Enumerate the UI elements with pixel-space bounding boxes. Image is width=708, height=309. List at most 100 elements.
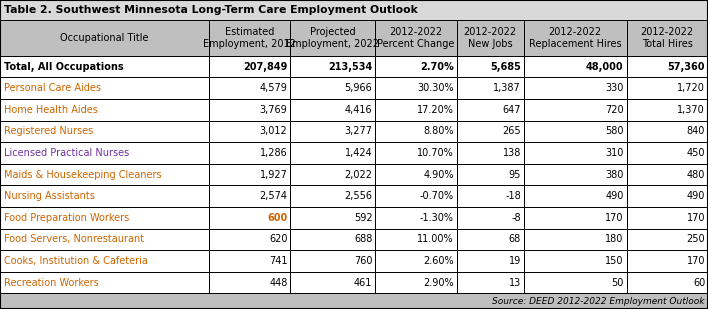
- Text: 4,579: 4,579: [260, 83, 287, 93]
- Text: 213,534: 213,534: [329, 61, 372, 72]
- Bar: [0, 77, 209, 99]
- Text: 13: 13: [509, 277, 521, 288]
- Bar: [209, 272, 290, 294]
- Text: 17.20%: 17.20%: [417, 105, 454, 115]
- Bar: [627, 185, 708, 207]
- Text: 150: 150: [605, 256, 624, 266]
- Bar: [0, 229, 209, 250]
- Bar: [457, 250, 524, 272]
- Text: Licensed Practical Nurses: Licensed Practical Nurses: [4, 148, 129, 158]
- Bar: [0, 185, 209, 207]
- Bar: [290, 99, 375, 121]
- Text: 600: 600: [267, 213, 287, 223]
- Text: 2012-2022
New Jobs: 2012-2022 New Jobs: [464, 27, 517, 49]
- Bar: [524, 77, 627, 99]
- Bar: [209, 20, 290, 56]
- Bar: [290, 164, 375, 185]
- Text: Food Servers, Nonrestaurant: Food Servers, Nonrestaurant: [4, 235, 144, 244]
- Bar: [290, 77, 375, 99]
- Text: 30.30%: 30.30%: [417, 83, 454, 93]
- Text: 10.70%: 10.70%: [417, 148, 454, 158]
- Bar: [290, 229, 375, 250]
- Text: Nursing Assistants: Nursing Assistants: [4, 191, 94, 201]
- Text: 170: 170: [687, 213, 705, 223]
- Bar: [290, 121, 375, 142]
- Text: 180: 180: [605, 235, 624, 244]
- Text: 170: 170: [687, 256, 705, 266]
- Bar: [209, 142, 290, 164]
- Text: 2012-2022
Percent Change: 2012-2022 Percent Change: [377, 27, 455, 49]
- Bar: [0, 99, 209, 121]
- Bar: [0, 164, 209, 185]
- Bar: [457, 20, 524, 56]
- Text: Total, All Occupations: Total, All Occupations: [4, 61, 123, 72]
- Bar: [375, 185, 457, 207]
- Bar: [0, 56, 209, 77]
- Bar: [457, 77, 524, 99]
- Text: 448: 448: [269, 277, 287, 288]
- Text: 3,277: 3,277: [344, 126, 372, 136]
- Text: -0.70%: -0.70%: [420, 191, 454, 201]
- Text: 19: 19: [509, 256, 521, 266]
- Text: 50: 50: [612, 277, 624, 288]
- Text: Personal Care Aides: Personal Care Aides: [4, 83, 101, 93]
- Bar: [627, 121, 708, 142]
- Bar: [209, 99, 290, 121]
- Bar: [627, 77, 708, 99]
- Text: 2,022: 2,022: [344, 170, 372, 180]
- Text: 2012-2022
Total Hires: 2012-2022 Total Hires: [641, 27, 694, 49]
- Text: 11.00%: 11.00%: [417, 235, 454, 244]
- Bar: [290, 207, 375, 229]
- Bar: [375, 121, 457, 142]
- Text: 741: 741: [269, 256, 287, 266]
- Text: 2,574: 2,574: [259, 191, 287, 201]
- Text: 265: 265: [503, 126, 521, 136]
- Bar: [375, 20, 457, 56]
- Text: 490: 490: [605, 191, 624, 201]
- Bar: [375, 164, 457, 185]
- Bar: [627, 250, 708, 272]
- Text: 461: 461: [354, 277, 372, 288]
- Bar: [290, 272, 375, 294]
- Text: 57,360: 57,360: [668, 61, 705, 72]
- Text: -1.30%: -1.30%: [420, 213, 454, 223]
- Text: 688: 688: [354, 235, 372, 244]
- Text: 3,769: 3,769: [260, 105, 287, 115]
- Bar: [457, 272, 524, 294]
- Bar: [375, 250, 457, 272]
- Bar: [524, 207, 627, 229]
- Bar: [290, 250, 375, 272]
- Bar: [524, 250, 627, 272]
- Text: Projected
Employment, 2022: Projected Employment, 2022: [286, 27, 379, 49]
- Text: 330: 330: [605, 83, 624, 93]
- Bar: [0, 207, 209, 229]
- Text: Food Preparation Workers: Food Preparation Workers: [4, 213, 129, 223]
- Bar: [0, 142, 209, 164]
- Text: 95: 95: [509, 170, 521, 180]
- Bar: [290, 56, 375, 77]
- Bar: [457, 207, 524, 229]
- Text: 1,927: 1,927: [260, 170, 287, 180]
- Text: Recreation Workers: Recreation Workers: [4, 277, 98, 288]
- Bar: [524, 142, 627, 164]
- Text: 1,387: 1,387: [493, 83, 521, 93]
- Text: Home Health Aides: Home Health Aides: [4, 105, 98, 115]
- Bar: [524, 272, 627, 294]
- Bar: [375, 229, 457, 250]
- Bar: [0, 0, 708, 20]
- Bar: [627, 272, 708, 294]
- Text: 1,286: 1,286: [260, 148, 287, 158]
- Bar: [627, 56, 708, 77]
- Text: 840: 840: [687, 126, 705, 136]
- Bar: [457, 229, 524, 250]
- Bar: [627, 99, 708, 121]
- Text: 2.90%: 2.90%: [423, 277, 454, 288]
- Text: 138: 138: [503, 148, 521, 158]
- Bar: [524, 229, 627, 250]
- Bar: [627, 207, 708, 229]
- Bar: [627, 142, 708, 164]
- Bar: [375, 272, 457, 294]
- Text: Maids & Housekeeping Cleaners: Maids & Housekeeping Cleaners: [4, 170, 161, 180]
- Text: 170: 170: [605, 213, 624, 223]
- Bar: [457, 185, 524, 207]
